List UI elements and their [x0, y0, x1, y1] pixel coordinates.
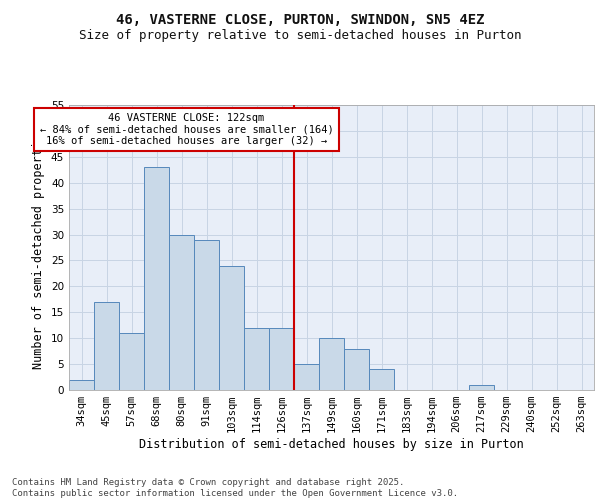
Text: Size of property relative to semi-detached houses in Purton: Size of property relative to semi-detach… [79, 29, 521, 42]
Bar [94, 302, 119, 390]
Text: 46, VASTERNE CLOSE, PURTON, SWINDON, SN5 4EZ: 46, VASTERNE CLOSE, PURTON, SWINDON, SN5… [116, 12, 484, 26]
Bar [469, 385, 494, 390]
Bar [69, 380, 94, 390]
Bar [269, 328, 294, 390]
Bar [294, 364, 319, 390]
Bar [369, 370, 394, 390]
X-axis label: Distribution of semi-detached houses by size in Purton: Distribution of semi-detached houses by … [139, 438, 524, 451]
Text: Contains HM Land Registry data © Crown copyright and database right 2025.
Contai: Contains HM Land Registry data © Crown c… [12, 478, 458, 498]
Bar [119, 333, 144, 390]
Bar [194, 240, 219, 390]
Bar [344, 348, 369, 390]
Bar [144, 167, 169, 390]
Bar [319, 338, 344, 390]
Bar [219, 266, 244, 390]
Text: 46 VASTERNE CLOSE: 122sqm
← 84% of semi-detached houses are smaller (164)
16% of: 46 VASTERNE CLOSE: 122sqm ← 84% of semi-… [40, 113, 334, 146]
Y-axis label: Number of semi-detached properties: Number of semi-detached properties [32, 126, 46, 368]
Bar [169, 234, 194, 390]
Bar [244, 328, 269, 390]
